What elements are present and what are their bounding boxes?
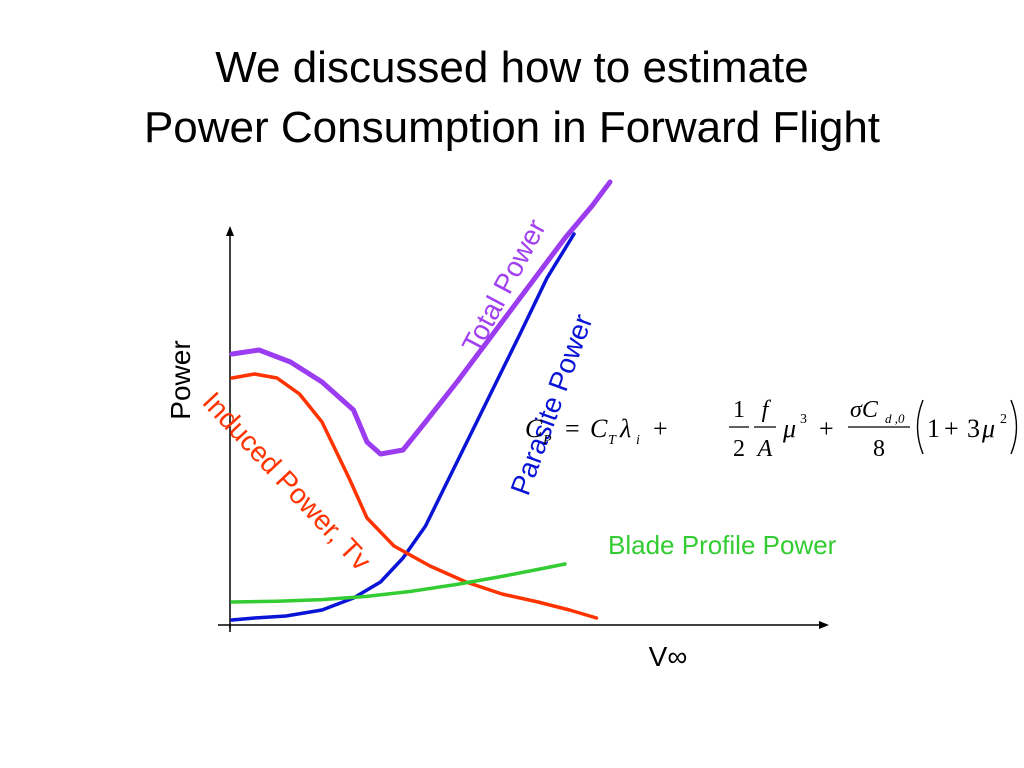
power-coefficient-equation: C P = C T λ i + 1 2 f A μ 3 + σC d ,0 8 …: [525, 397, 1018, 462]
eq-frac2-numerator: f: [762, 397, 772, 423]
eq-frac1-denominator: 2: [733, 436, 745, 462]
eq-frac3-numerator: σC: [850, 397, 879, 423]
eq-plus-1: +: [653, 414, 668, 443]
x-axis-arrow: [819, 621, 829, 629]
series-label-blade-profile-power: Blade Profile Power: [608, 530, 837, 560]
slide-title-line-1: We discussed how to estimate: [215, 43, 809, 92]
x-axis-label: V∞: [649, 641, 688, 672]
eq-paren-one: 1: [927, 414, 940, 443]
eq-ct: C: [590, 414, 608, 443]
eq-frac2-denominator: A: [756, 436, 773, 462]
eq-paren-exponent: 2: [1000, 412, 1007, 427]
eq-lambda-subscript: i: [636, 433, 640, 448]
eq-plus-3: +: [944, 414, 959, 443]
eq-lhs-subscript: P: [542, 433, 552, 448]
y-axis-label: Power: [165, 340, 196, 419]
series-label-total-power: Total Power: [456, 214, 552, 358]
eq-mu-exponent: 3: [800, 412, 807, 427]
series-layer: [229, 179, 613, 622]
series-line-blade-profile-power: [230, 562, 567, 604]
series-line-parasite-power: [230, 232, 576, 622]
y-axis-arrow: [226, 226, 234, 236]
eq-mu: μ: [782, 414, 796, 443]
eq-ct-subscript: T: [608, 433, 617, 448]
eq-frac3-denominator: 8: [873, 436, 885, 462]
series-line-total-power: [229, 179, 613, 457]
eq-paren-mu: μ: [981, 414, 995, 443]
series-line-induced-power: [230, 372, 599, 620]
eq-paren-three: 3: [967, 414, 980, 443]
eq-equals: =: [565, 414, 580, 443]
eq-left-paren: [916, 399, 924, 455]
eq-right-paren: [1010, 399, 1018, 455]
slide-title-line-2: Power Consumption in Forward Flight: [143, 103, 881, 152]
eq-lhs: C: [525, 414, 543, 443]
eq-frac3-subscript: d ,0: [885, 411, 905, 426]
eq-frac1-numerator: 1: [733, 397, 745, 423]
eq-plus-2: +: [819, 414, 834, 443]
eq-lambda: λ: [619, 414, 631, 443]
